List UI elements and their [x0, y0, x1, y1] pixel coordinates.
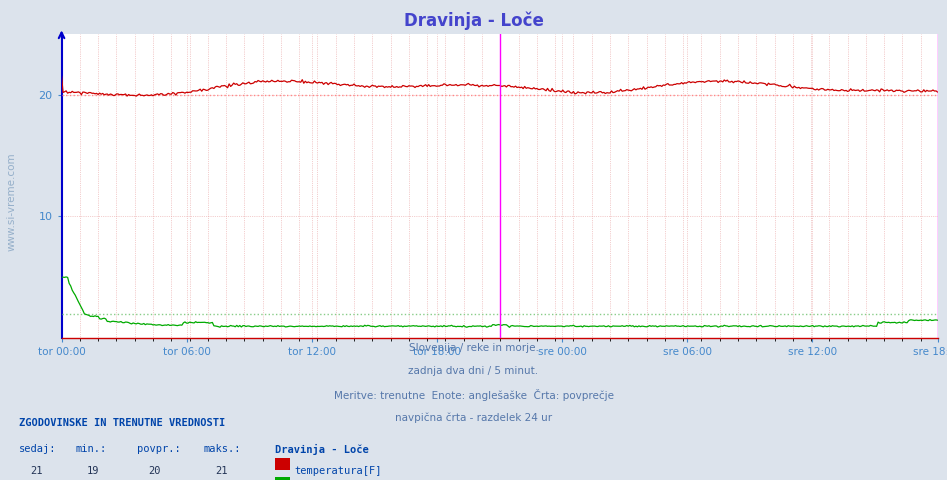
Text: Dravinja - Loče: Dravinja - Loče	[275, 444, 368, 455]
Text: 21: 21	[30, 466, 43, 476]
Text: 19: 19	[87, 466, 99, 476]
Text: temperatura[F]: temperatura[F]	[295, 466, 382, 476]
Text: 21: 21	[215, 466, 227, 476]
Text: Slovenija / reke in morje.: Slovenija / reke in morje.	[408, 343, 539, 353]
Text: maks.:: maks.:	[204, 444, 241, 454]
Text: www.si-vreme.com: www.si-vreme.com	[7, 152, 16, 251]
Text: navpična črta - razdelek 24 ur: navpična črta - razdelek 24 ur	[395, 412, 552, 423]
Text: min.:: min.:	[76, 444, 107, 454]
Text: sedaj:: sedaj:	[19, 444, 57, 454]
Text: ZGODOVINSKE IN TRENUTNE VREDNOSTI: ZGODOVINSKE IN TRENUTNE VREDNOSTI	[19, 418, 225, 428]
Text: 20: 20	[149, 466, 161, 476]
Text: Meritve: trenutne  Enote: anglešaške  Črta: povprečje: Meritve: trenutne Enote: anglešaške Črta…	[333, 389, 614, 401]
Text: povpr.:: povpr.:	[137, 444, 181, 454]
Text: zadnja dva dni / 5 minut.: zadnja dva dni / 5 minut.	[408, 366, 539, 376]
Text: Dravinja - Loče: Dravinja - Loče	[403, 12, 544, 31]
